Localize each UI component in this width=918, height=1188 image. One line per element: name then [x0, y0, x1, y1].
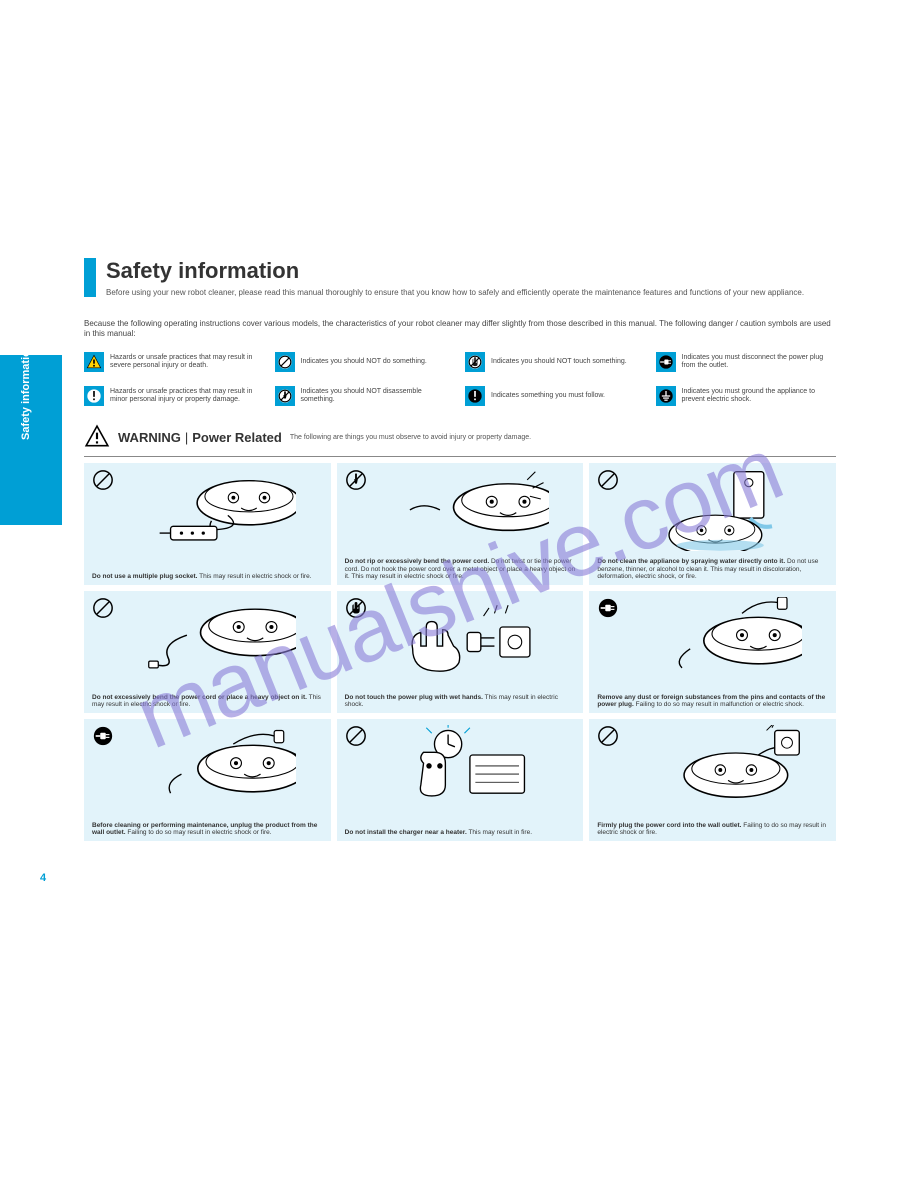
unplug-icon: [597, 597, 619, 619]
prohibit-icon: [597, 725, 619, 747]
section-desc: The following are things you must observ…: [290, 434, 531, 441]
panel-caption: Before cleaning or performing maintenanc…: [92, 822, 323, 837]
panel-caption: Do not rip or excessively bend the power…: [345, 558, 576, 580]
safety-panel: Do not touch the power plug with wet han…: [337, 591, 584, 713]
safety-panel: Remove any dust or foreign substances fr…: [589, 591, 836, 713]
page-subtitle: Before using your new robot cleaner, ple…: [106, 288, 804, 297]
legend-item: Indicates you must ground the appliance …: [656, 386, 837, 406]
legend-grid: Hazards or unsafe practices that may res…: [84, 352, 836, 406]
prohibit-icon: [92, 469, 114, 491]
warning-tri-yellow-icon: [84, 352, 104, 372]
illustration: [373, 469, 576, 551]
legend-text: Indicates you should NOT touch something…: [491, 358, 627, 366]
no-disassemble-icon: [275, 386, 295, 406]
no-disassemble-icon: [345, 469, 367, 491]
section-header: WARNING | Power Related The following are …: [84, 424, 836, 457]
legend-text: Indicates you must ground the appliance …: [682, 388, 837, 403]
must-do-icon: [465, 386, 485, 406]
title-bar: Safety information Before using your new…: [84, 258, 836, 297]
title-text: Safety information Before using your new…: [106, 258, 804, 297]
warning-triangle-icon: [84, 424, 110, 452]
side-tab-label: Safety information: [20, 343, 32, 440]
intro-text: Because the following operating instruct…: [84, 319, 836, 340]
safety-panel: Firmly plug the power cord into the wall…: [589, 719, 836, 841]
illustration: [120, 469, 323, 551]
legend-item: Indicates you should NOT disassemble som…: [275, 386, 456, 406]
page-content: Safety information Before using your new…: [84, 258, 836, 847]
legend-text: Indicates you should NOT do something.: [301, 358, 427, 366]
safety-panel: Do not clean the appliance by spraying w…: [589, 463, 836, 585]
illustration: [120, 597, 323, 679]
section-label: WARNING | Power Related: [118, 430, 282, 445]
legend-item: Indicates you should NOT do something.: [275, 352, 456, 372]
legend-item: Hazards or unsafe practices that may res…: [84, 352, 265, 372]
separator: |: [185, 430, 188, 445]
legend-text: Hazards or unsafe practices that may res…: [110, 388, 265, 403]
panel-caption: Do not excessively bend the power cord o…: [92, 694, 323, 709]
legend-text: Indicates something you must follow.: [491, 392, 605, 400]
page-title: Safety information: [106, 258, 804, 284]
legend-text: Indicates you should NOT disassemble som…: [301, 388, 456, 403]
illustration: [625, 597, 828, 679]
legend-item: Indicates you should NOT touch something…: [465, 352, 646, 372]
panel-caption: Do not clean the appliance by spraying w…: [597, 558, 828, 580]
caution-circle-icon: [84, 386, 104, 406]
ground-icon: [656, 386, 676, 406]
prohibit-icon: [597, 469, 619, 491]
legend-item: Indicates something you must follow.: [465, 386, 646, 406]
title-accent: [84, 258, 96, 297]
panel-caption: Do not install the charger near a heater…: [345, 829, 576, 836]
section-subset: Power Related: [192, 430, 282, 445]
no-touch-icon: [345, 597, 367, 619]
illustration: [120, 725, 323, 807]
prohibit-icon: [92, 597, 114, 619]
panel-caption: Do not touch the power plug with wet han…: [345, 694, 576, 709]
page-number: 4: [40, 872, 46, 884]
side-tab: Safety information: [0, 355, 62, 525]
warning-word: WARNING: [118, 430, 181, 445]
panel-caption: Remove any dust or foreign substances fr…: [597, 694, 828, 709]
legend-item: Hazards or unsafe practices that may res…: [84, 386, 265, 406]
no-touch-icon: [465, 352, 485, 372]
legend-item: Indicates you must disconnect the power …: [656, 352, 837, 372]
illustration: [373, 597, 576, 679]
illustration: [625, 469, 828, 551]
legend-text: Indicates you must disconnect the power …: [682, 354, 837, 369]
legend-text: Hazards or unsafe practices that may res…: [110, 354, 265, 369]
safety-panel: Do not rip or excessively bend the power…: [337, 463, 584, 585]
safety-panel: Before cleaning or performing maintenanc…: [84, 719, 331, 841]
unplug-icon: [92, 725, 114, 747]
prohibit-icon: [275, 352, 295, 372]
illustration: [625, 725, 828, 807]
panel-caption: Firmly plug the power cord into the wall…: [597, 822, 828, 837]
safety-panel: Do not use a multiple plug socket. This …: [84, 463, 331, 585]
panel-caption: Do not use a multiple plug socket. This …: [92, 573, 323, 580]
panel-grid: Do not use a multiple plug socket. This …: [84, 463, 836, 841]
safety-panel: Do not install the charger near a heater…: [337, 719, 584, 841]
prohibit-icon: [345, 725, 367, 747]
unplug-icon: [656, 352, 676, 372]
safety-panel: Do not excessively bend the power cord o…: [84, 591, 331, 713]
illustration: [373, 725, 576, 807]
